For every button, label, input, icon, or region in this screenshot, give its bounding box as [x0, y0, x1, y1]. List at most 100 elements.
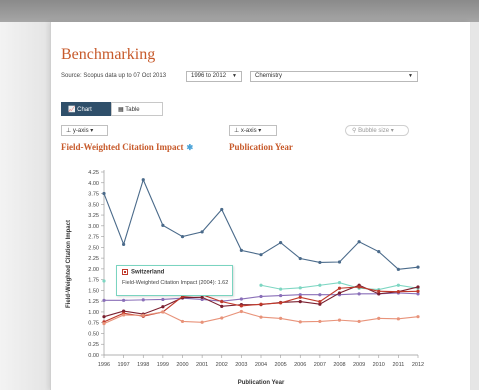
- year-range-select[interactable]: 1996 to 2012 ▼: [186, 71, 242, 82]
- data-point-2: [259, 294, 263, 299]
- data-point-0: [337, 260, 342, 264]
- data-point-5: [279, 316, 283, 320]
- y-tick-label: 3.25: [88, 213, 99, 219]
- data-point-5: [337, 318, 342, 322]
- y-tick-label: 3.00: [88, 224, 99, 230]
- data-point-5: [122, 313, 126, 317]
- data-point-5: [377, 316, 381, 320]
- y-tick-label: 2.75: [88, 235, 99, 241]
- data-point-4: [396, 290, 400, 294]
- tooltip-body: Field-Weighted Citation Impact (2004): 1…: [122, 279, 229, 286]
- tab-table[interactable]: ▦ Table: [111, 102, 163, 116]
- data-point-3: [337, 291, 342, 295]
- x-axis-title: Publication Year: [238, 380, 285, 386]
- chevron-down-icon: ▾: [390, 128, 394, 134]
- data-point-2: [298, 293, 302, 297]
- data-point-0: [259, 253, 263, 257]
- data-point-2: [102, 298, 106, 302]
- data-point-5: [396, 317, 400, 321]
- data-point-5: [259, 315, 263, 319]
- data-point-2: [318, 293, 322, 297]
- data-point-3: [416, 285, 420, 289]
- data-point-3: [318, 302, 322, 306]
- data-point-0: [180, 234, 185, 239]
- data-point-2: [239, 297, 243, 301]
- data-point-0: [200, 230, 204, 234]
- data-point-4: [318, 300, 322, 304]
- x-tick-label: 1999: [157, 362, 169, 368]
- data-point-0: [220, 207, 224, 212]
- data-point-5: [357, 319, 361, 324]
- top-bar: [0, 0, 479, 22]
- data-point-4: [279, 301, 283, 305]
- y-axis-label: y-axis: [72, 128, 89, 134]
- x-tick-label: 2000: [176, 362, 188, 368]
- chevron-down-icon: ▼: [232, 73, 237, 79]
- data-point-5: [180, 319, 185, 324]
- y-tick-label: 2.00: [88, 267, 99, 273]
- y-tick-label: 2.50: [88, 245, 99, 251]
- y-axis-button[interactable]: ⊥ y-axis ▾: [61, 125, 108, 136]
- x-tick-label: 2009: [353, 362, 365, 368]
- x-tick-label: 2006: [294, 362, 306, 368]
- data-point-0: [141, 178, 145, 182]
- y-tick-label: 1.50: [88, 288, 99, 294]
- gear-icon[interactable]: ✱: [186, 143, 194, 152]
- data-point-0: [396, 267, 400, 271]
- data-point-2: [141, 298, 145, 302]
- tab-chart[interactable]: 📈 Chart: [61, 102, 111, 116]
- data-point-3: [298, 300, 302, 304]
- search-icon: ⚲: [352, 128, 357, 134]
- data-point-2: [416, 292, 420, 296]
- axis-icon: ⊥: [234, 128, 240, 134]
- chevron-down-icon: ▼: [408, 73, 413, 79]
- x-tick-label: 2004: [255, 362, 267, 368]
- data-point-0: [279, 241, 283, 245]
- data-point-2: [357, 292, 361, 296]
- data-point-1: [318, 283, 322, 287]
- y-tick-label: 4.25: [88, 170, 99, 176]
- y-metric-label[interactable]: Field-Weighted Citation Impact ✱: [61, 142, 193, 152]
- x-tick-label: 2005: [275, 362, 287, 368]
- chevron-down-icon: ▾: [90, 128, 94, 134]
- data-point-0: [377, 250, 381, 254]
- data-point-5: [318, 319, 322, 324]
- x-metric-label[interactable]: Publication Year: [229, 142, 293, 152]
- x-tick-label: 2003: [235, 362, 247, 368]
- y-tick-label: 4.00: [88, 181, 99, 187]
- data-point-2: [161, 297, 165, 302]
- y-tick-label: 0.50: [88, 331, 99, 337]
- chart-tooltip: Switzerland Field-Weighted Citation Impa…: [116, 265, 233, 296]
- x-axis-button[interactable]: ⊥ x-axis ▾: [229, 125, 277, 136]
- chart-icon: 📈: [68, 107, 76, 113]
- tab-chart-label: Chart: [77, 107, 92, 113]
- x-tick-label: 1996: [98, 362, 110, 368]
- tooltip-title: Switzerland: [131, 269, 165, 276]
- data-point-0: [161, 223, 165, 227]
- series-swatch-icon: [122, 269, 128, 275]
- data-point-1: [259, 283, 263, 287]
- data-point-5: [161, 310, 165, 314]
- bubble-size-button[interactable]: ⚲ Bubble size ▾: [345, 125, 409, 136]
- y-tick-label: 1.25: [88, 299, 99, 305]
- data-point-0: [318, 260, 322, 265]
- data-point-4: [239, 304, 243, 308]
- data-point-0: [102, 191, 106, 196]
- subject-select[interactable]: Chemistry ▼: [250, 71, 418, 82]
- x-tick-label: 1998: [137, 362, 149, 368]
- data-point-4: [337, 286, 342, 290]
- y-tick-label: 1.75: [88, 278, 99, 284]
- data-point-4: [259, 302, 263, 306]
- x-tick-label: 2010: [373, 362, 385, 368]
- data-point-4: [416, 289, 420, 293]
- data-point-3: [161, 305, 165, 309]
- data-point-5: [298, 320, 302, 324]
- data-point-3: [102, 315, 106, 319]
- y-tick-label: 2.25: [88, 256, 99, 262]
- data-point-4: [377, 289, 381, 293]
- data-point-5: [141, 313, 145, 317]
- x-tick-label: 2012: [412, 362, 424, 368]
- data-point-5: [239, 309, 243, 314]
- y-tick-label: 0.25: [88, 342, 99, 348]
- year-range-value: 1996 to 2012: [191, 73, 227, 79]
